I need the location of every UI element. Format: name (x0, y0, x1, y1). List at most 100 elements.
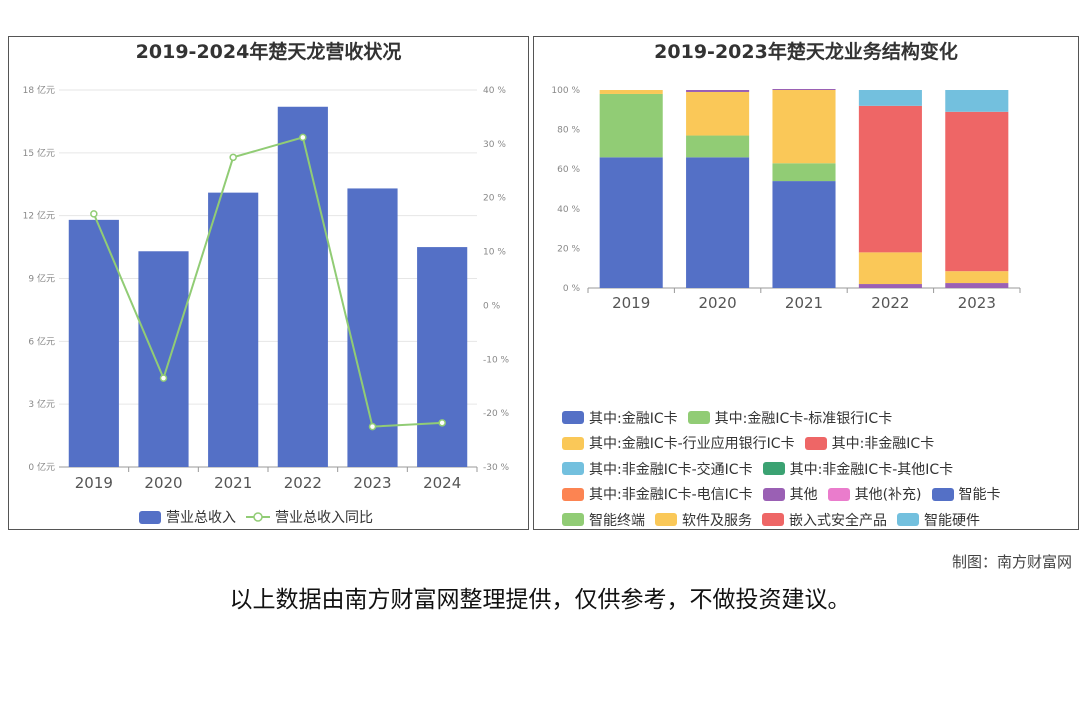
legend-swatch (562, 487, 584, 501)
x-axis-tick-label: 2019 (612, 294, 650, 312)
x-axis-tick-label: 2023 (958, 294, 996, 312)
right-axis-tick-label: -30 % (483, 463, 510, 473)
revenue-bar (417, 247, 468, 467)
stacked-bar-segment (858, 284, 922, 288)
y-axis-tick-label: 60 % (557, 165, 580, 175)
legend-item[interactable]: 其中:非金融IC卡 (804, 433, 935, 453)
right-axis-tick-label: -20 % (483, 409, 510, 419)
structure-chart-plot: 0 % 20 % 40 % 60 % 80 % 100 % 2019 2020 2021 2022… (551, 86, 1021, 312)
legend-row: 其中:非金融IC卡-交通IC卡 其中:非金融IC卡-其他IC卡 (562, 456, 1072, 482)
x-axis-tick-label: 2022 (284, 474, 322, 492)
chart-credit: 制图：南方财富网 (951, 553, 1072, 571)
legend-item[interactable]: 其中:金融IC卡-行业应用银行IC卡 (562, 433, 795, 453)
x-axis-tick-label: 2020 (144, 474, 182, 492)
revenue-bar (68, 219, 119, 467)
legend-label: 其中:非金融IC卡-交通IC卡 (589, 461, 753, 478)
y-axis-tick-label: 80 % (557, 126, 580, 136)
stacked-bar-segment (599, 93, 663, 158)
yoy-point (229, 153, 237, 162)
stacked-bar-segment (858, 90, 922, 106)
revenue-chart-legend: 营业总收入 营业总收入同比 (139, 507, 383, 527)
stacked-bar-segment (772, 181, 836, 288)
legend-label: 其中:金融IC卡-标准银行IC卡 (714, 410, 893, 427)
stacked-bar-segment (945, 90, 1009, 112)
structure-chart-title: 2019-2023年楚天龙业务结构变化 (654, 41, 958, 63)
legend-item[interactable]: 其他 (762, 484, 818, 504)
right-axis-tick-label: 0 % (483, 301, 501, 311)
legend-label: 智能终端 (589, 512, 645, 529)
structure-chart-panel: 2019-2023年楚天龙业务结构变化 0 % 20 % 40 % 60 % 80 % 1… (533, 36, 1079, 530)
legend-swatch (762, 487, 785, 501)
right-axis-tick-label: -10 % (483, 355, 510, 365)
legend-item[interactable]: 其中:非金融IC卡-交通IC卡 (562, 459, 753, 479)
x-axis-tick-label: 2022 (871, 294, 909, 312)
revenue-bar (277, 106, 328, 467)
legend-label: 其中:非金融IC卡-电信IC卡 (589, 487, 753, 504)
legend-row: 其中:金融IC卡-行业应用银行IC卡 其中:非金融IC卡 (562, 431, 1072, 457)
stacked-bar-segment (858, 105, 922, 253)
legend-swatch (762, 462, 785, 476)
legend-item[interactable]: 智能终端 (562, 510, 645, 530)
revenue-bar (347, 188, 398, 467)
legend-swatch (562, 411, 584, 425)
stacked-bar-segment (772, 90, 836, 164)
legend-label: 智能硬件 (924, 512, 980, 529)
yoy-point (438, 419, 446, 427)
right-axis-tick-label: 10 % (483, 248, 506, 258)
x-axis-tick-label: 2024 (423, 474, 461, 492)
y-axis-tick-label: 20 % (557, 244, 580, 254)
y-axis-tick-label: 0 % (563, 284, 581, 294)
left-axis-tick-label: 9 亿元 (28, 273, 55, 285)
x-axis-tick-label: 2019 (75, 474, 113, 492)
yoy-point (299, 133, 307, 142)
legend-swatch (762, 513, 784, 527)
legend-item-revenue[interactable]: 营业总收入 (139, 507, 236, 527)
stacked-bar-segment (686, 90, 750, 92)
left-axis-tick-label: 15 亿元 (23, 147, 55, 159)
legend-swatch (562, 513, 584, 527)
legend-swatch (562, 462, 584, 476)
legend-label: 其中:非金融IC卡 (831, 436, 935, 453)
yoy-point (90, 210, 98, 218)
stacked-bar-segment (686, 91, 750, 136)
right-axis-tick-label: 20 % (483, 194, 506, 204)
legend-item[interactable]: 其中:非金融IC卡-电信IC卡 (562, 484, 753, 504)
legend-item[interactable]: 其中:金融IC卡 (562, 408, 678, 428)
yoy-line (92, 136, 443, 428)
legend-swatch (562, 436, 584, 450)
legend-item[interactable]: 软件及服务 (655, 510, 752, 530)
revenue-bar (138, 251, 189, 467)
left-axis-tick-label: 3 亿元 (28, 398, 55, 410)
legend-item[interactable]: 智能硬件 (897, 510, 980, 530)
legend-item[interactable]: 其中:金融IC卡-标准银行IC卡 (687, 408, 893, 428)
legend-swatch (804, 436, 827, 450)
legend-label: 营业总收入 (166, 510, 236, 526)
revenue-chart-title: 2019-2024年楚天龙营收状况 (135, 41, 402, 63)
stacked-bar-segment (945, 111, 1009, 272)
legend-label: 智能卡 (958, 487, 1001, 504)
stacked-bar-segment (686, 157, 750, 288)
legend-swatch (655, 513, 677, 527)
legend-row: 其中:非金融IC卡-电信IC卡 其他 其他(补充) 智能卡 (562, 482, 1072, 508)
legend-item[interactable]: 智能卡 (931, 484, 1001, 504)
stacked-bar-segment (772, 89, 836, 90)
stacked-bar-segment (772, 163, 836, 182)
left-axis-tick-label: 6 亿元 (28, 335, 55, 347)
stacked-bar-segment (686, 135, 750, 158)
legend-label: 软件及服务 (682, 512, 752, 529)
legend-line-swatch (246, 512, 270, 522)
stacked-bar-segment (858, 252, 922, 285)
legend-item[interactable]: 其他(补充) (827, 484, 922, 504)
revenue-chart-plot: 0 亿元 3 亿元 6 亿元 9 亿元 12 亿元 15 亿元 18 亿元 -30 % -20 … (23, 84, 510, 492)
legend-label: 其他(补充) (854, 487, 922, 504)
legend-item-yoy[interactable]: 营业总收入同比 (246, 507, 373, 527)
stacked-bar-segment (599, 90, 663, 94)
legend-label: 其中:金融IC卡-行业应用银行IC卡 (589, 436, 795, 453)
legend-item[interactable]: 其中:非金融IC卡-其他IC卡 (762, 459, 953, 479)
structure-chart-legend: 其中:金融IC卡 其中:金融IC卡-标准银行IC卡其中:金融IC卡-行业应用银行I… (562, 405, 1072, 533)
legend-row: 智能终端 软件及服务 嵌入式安全产品 智能硬件 (562, 507, 1072, 533)
stacked-bar-segment (945, 271, 1009, 284)
yoy-point (159, 374, 168, 382)
x-axis-tick-label: 2021 (785, 294, 823, 312)
legend-item[interactable]: 嵌入式安全产品 (762, 510, 887, 530)
